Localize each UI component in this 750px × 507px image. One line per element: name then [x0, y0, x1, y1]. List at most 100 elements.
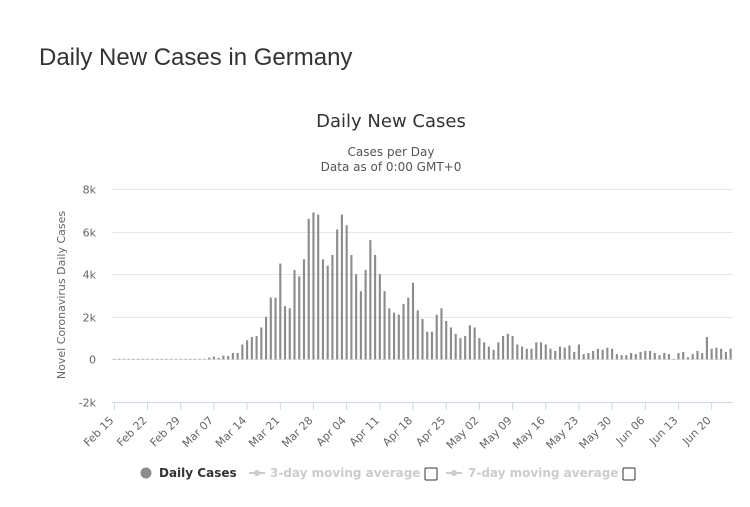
bar[interactable]	[184, 358, 187, 360]
bar[interactable]	[160, 358, 163, 360]
bar[interactable]	[554, 350, 557, 360]
bar[interactable]	[383, 291, 386, 360]
bar[interactable]	[468, 325, 471, 360]
bar[interactable]	[715, 347, 718, 360]
bar[interactable]	[198, 358, 201, 360]
bar[interactable]	[155, 358, 159, 360]
bar[interactable]	[653, 353, 656, 360]
bar[interactable]	[302, 259, 306, 360]
bar[interactable]	[520, 346, 524, 360]
bar[interactable]	[397, 314, 400, 360]
bar[interactable]	[127, 358, 130, 360]
bar[interactable]	[483, 342, 486, 360]
bar[interactable]	[435, 314, 438, 360]
legend-checkbox-3-day[interactable]	[424, 467, 438, 481]
bar[interactable]	[634, 354, 637, 360]
bar[interactable]	[710, 348, 713, 360]
bar[interactable]	[691, 354, 694, 360]
bar[interactable]	[696, 350, 699, 360]
bar[interactable]	[279, 263, 282, 360]
bar[interactable]	[345, 225, 348, 360]
bar[interactable]	[307, 218, 310, 360]
bar[interactable]	[487, 346, 490, 360]
bar[interactable]	[663, 353, 666, 360]
bar[interactable]	[260, 327, 263, 360]
bar[interactable]	[563, 347, 566, 360]
bar[interactable]	[644, 350, 647, 360]
bar[interactable]	[388, 308, 391, 360]
bar[interactable]	[558, 346, 562, 360]
bar[interactable]	[189, 358, 192, 360]
bar[interactable]	[525, 348, 528, 360]
bar[interactable]	[227, 355, 230, 360]
legend-checkbox-7-day[interactable]	[622, 467, 636, 481]
bar[interactable]	[151, 358, 154, 360]
bar[interactable]	[492, 349, 495, 360]
bar[interactable]	[298, 276, 301, 360]
bar[interactable]	[141, 358, 144, 360]
bar[interactable]	[231, 353, 234, 360]
bar[interactable]	[464, 335, 467, 360]
bar[interactable]	[582, 354, 585, 360]
bar[interactable]	[288, 308, 291, 360]
bar[interactable]	[317, 214, 320, 360]
bar[interactable]	[601, 349, 604, 360]
bar[interactable]	[222, 355, 225, 360]
bar[interactable]	[340, 214, 343, 360]
bar[interactable]	[416, 310, 419, 360]
bar[interactable]	[516, 344, 519, 360]
bar[interactable]	[193, 358, 197, 360]
bar[interactable]	[587, 353, 590, 360]
bar[interactable]	[350, 255, 353, 360]
bar[interactable]	[212, 356, 215, 360]
bar[interactable]	[374, 255, 377, 360]
bar[interactable]	[677, 353, 680, 360]
bar[interactable]	[705, 337, 708, 360]
bar[interactable]	[364, 269, 367, 360]
bar[interactable]	[241, 344, 244, 360]
bar[interactable]	[535, 342, 538, 360]
bar[interactable]	[236, 353, 239, 360]
bar[interactable]	[459, 338, 462, 360]
bar[interactable]	[630, 353, 633, 360]
bar[interactable]	[625, 355, 628, 360]
bar[interactable]	[549, 348, 552, 360]
bar[interactable]	[255, 335, 258, 360]
bar[interactable]	[639, 351, 642, 360]
bar[interactable]	[506, 333, 509, 360]
bar[interactable]	[321, 259, 325, 360]
bar[interactable]	[369, 240, 372, 360]
bar[interactable]	[454, 333, 457, 360]
bar[interactable]	[174, 358, 178, 360]
bar[interactable]	[686, 357, 690, 360]
bar[interactable]	[606, 347, 609, 360]
bar[interactable]	[502, 335, 505, 360]
bar[interactable]	[274, 297, 277, 360]
bar[interactable]	[620, 355, 623, 360]
bar[interactable]	[122, 358, 125, 360]
bar[interactable]	[530, 348, 533, 360]
bar[interactable]	[648, 350, 652, 360]
bar[interactable]	[430, 331, 434, 360]
bar[interactable]	[658, 355, 661, 360]
bar[interactable]	[265, 316, 268, 360]
legend-item-7-day-average[interactable]: 7-day moving average	[446, 466, 618, 480]
bar[interactable]	[411, 282, 415, 360]
bar[interactable]	[283, 306, 287, 360]
bar[interactable]	[720, 348, 723, 360]
bar[interactable]	[312, 212, 315, 360]
bar[interactable]	[137, 358, 140, 360]
bar[interactable]	[250, 337, 253, 360]
bar[interactable]	[132, 358, 135, 360]
bar[interactable]	[336, 229, 339, 360]
bar[interactable]	[203, 358, 206, 360]
bar[interactable]	[326, 265, 329, 360]
bar[interactable]	[445, 321, 448, 360]
bar[interactable]	[682, 351, 685, 360]
bar[interactable]	[729, 348, 732, 360]
bar[interactable]	[402, 304, 405, 360]
bar[interactable]	[355, 274, 358, 360]
bar[interactable]	[269, 297, 272, 360]
bar[interactable]	[208, 357, 211, 360]
bar[interactable]	[701, 353, 704, 360]
